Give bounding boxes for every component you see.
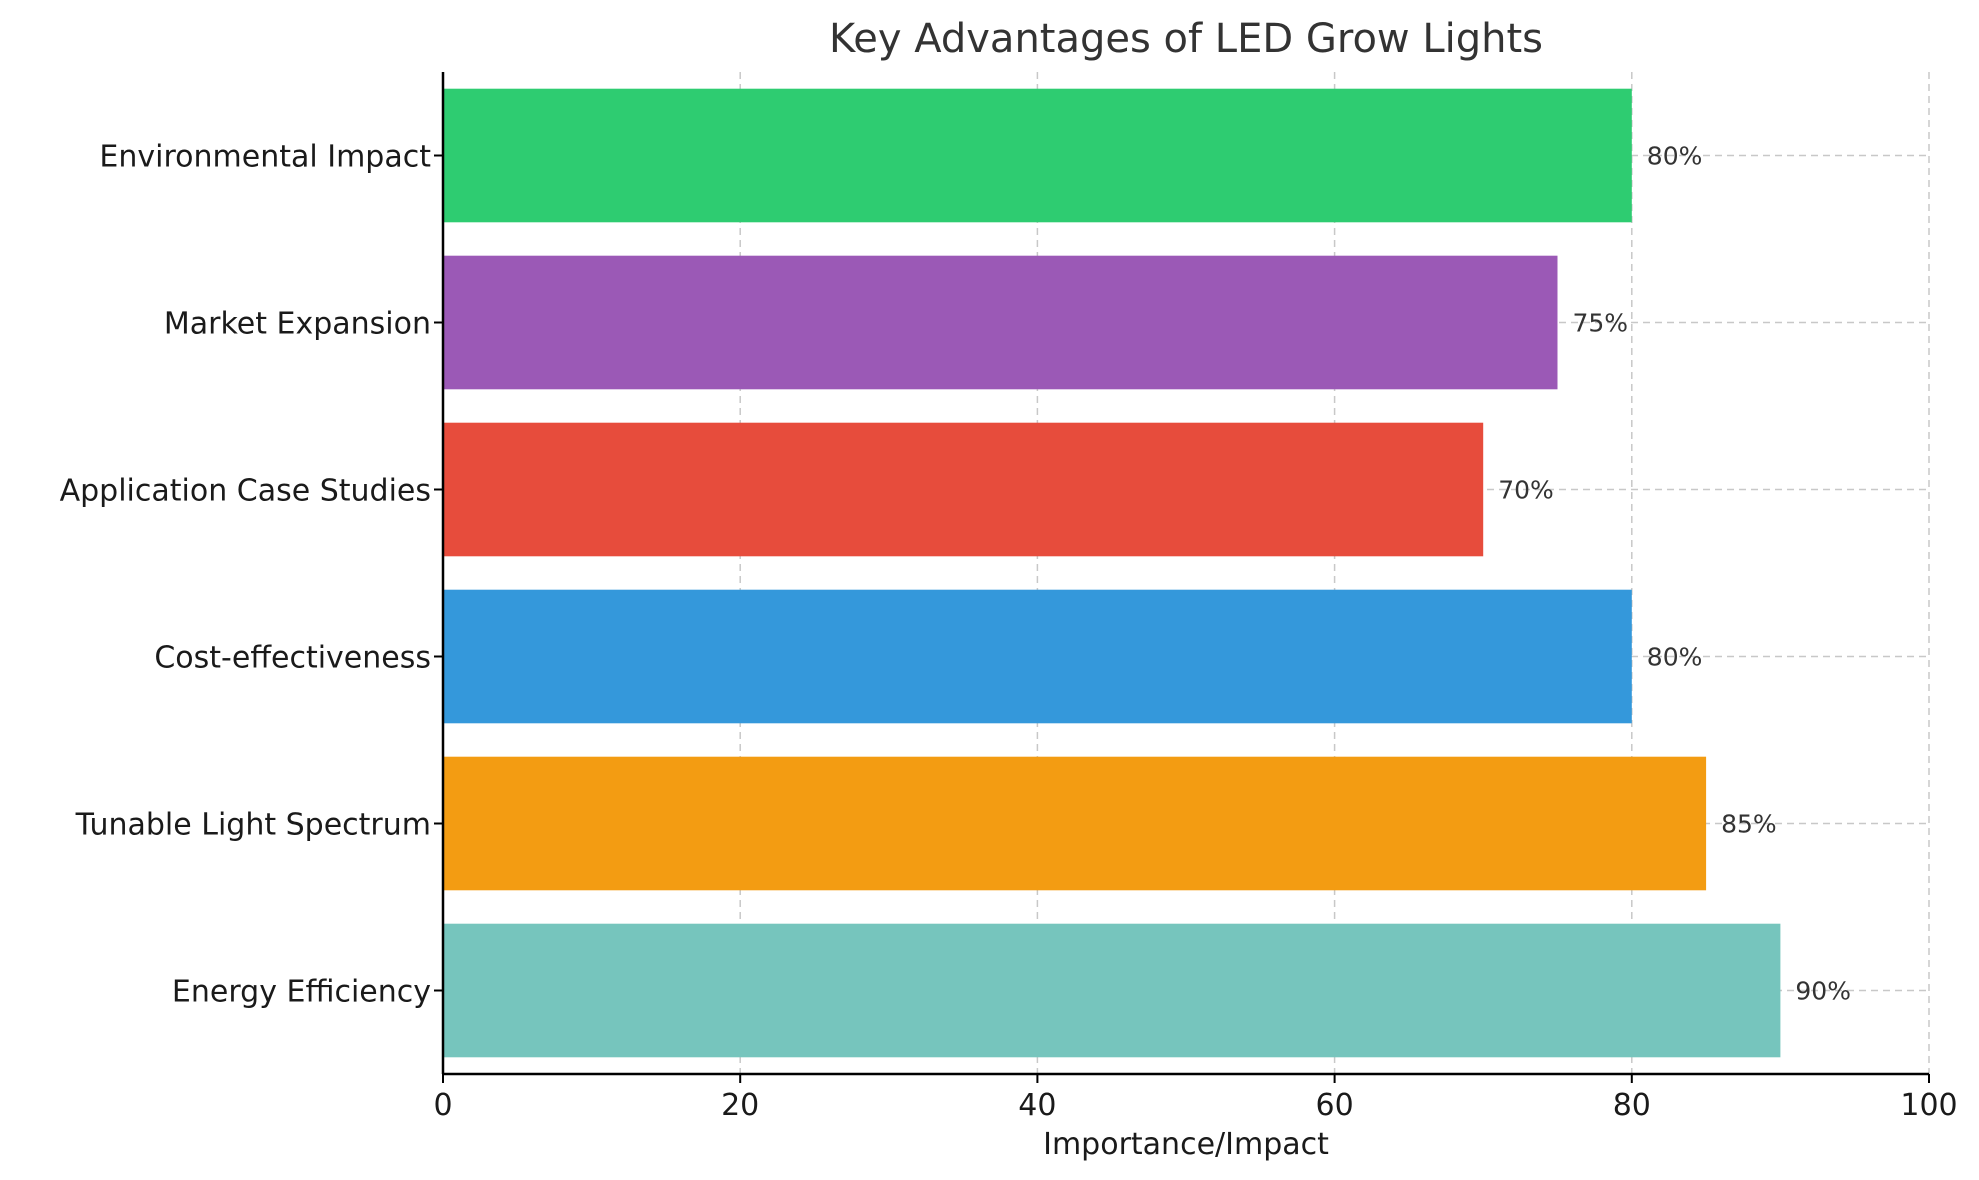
- bar-value-label: 90%: [1795, 977, 1851, 1006]
- x-tick-label: 0: [433, 1088, 452, 1123]
- bar-value-label: 85%: [1721, 810, 1777, 839]
- bar-value-label: 80%: [1647, 142, 1703, 171]
- chart-title: Key Advantages of LED Grow Lights: [829, 16, 1543, 62]
- y-category-label: Tunable Light Spectrum: [75, 808, 431, 843]
- bar-cost-effectiveness: [443, 589, 1632, 724]
- y-category-label: Application Case Studies: [60, 474, 431, 509]
- x-tick-label: 20: [721, 1088, 759, 1123]
- bar-market-expansion: [443, 255, 1558, 390]
- x-axis-title: Importance/Impact: [1043, 1127, 1329, 1162]
- x-tick-label: 100: [1900, 1088, 1957, 1123]
- x-tick-label: 40: [1018, 1088, 1056, 1123]
- bar-energy-efficiency: [443, 923, 1781, 1058]
- axes: [434, 72, 1930, 1083]
- bar-environmental-impact: [443, 88, 1632, 223]
- y-category-label: Environmental Impact: [99, 140, 431, 175]
- bars: [443, 88, 1781, 1058]
- x-tick-label: 60: [1316, 1088, 1354, 1123]
- y-category-label: Energy Efficiency: [172, 975, 431, 1010]
- bar-value-label: 75%: [1573, 309, 1629, 338]
- bar-value-label: 80%: [1647, 643, 1703, 672]
- labels: 90% 85% 80% 70% 75% 80% 0 20 40 60 80 100 Energy Eff…: [60, 140, 1958, 1124]
- bar-value-label: 70%: [1498, 476, 1554, 505]
- y-category-label: Cost-effectiveness: [154, 641, 431, 676]
- x-tick-label: 80: [1613, 1088, 1651, 1123]
- bar-tunable-light-spectrum: [443, 756, 1707, 891]
- bar-application-case-studies: [443, 422, 1484, 557]
- y-category-label: Market Expansion: [164, 307, 431, 342]
